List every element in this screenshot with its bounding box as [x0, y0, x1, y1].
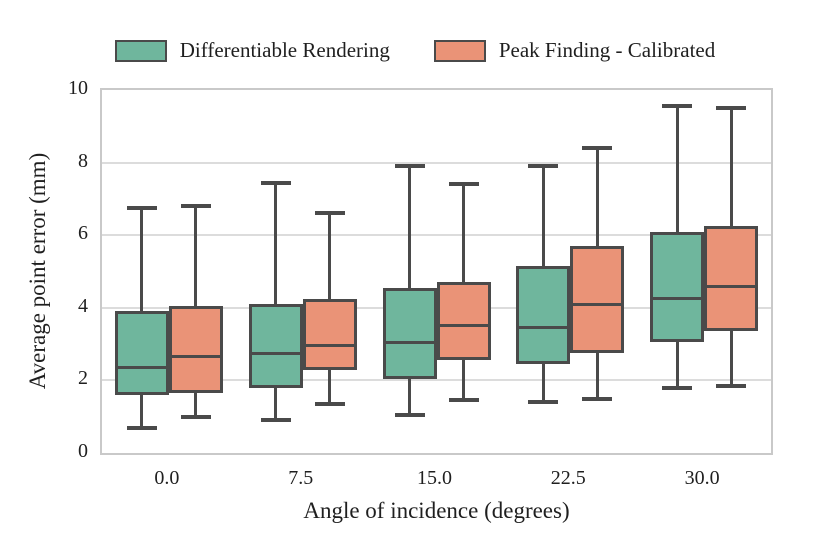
plot-area: [100, 88, 773, 455]
whisker-differentiable-rendering-7-5: [274, 182, 278, 421]
gridline-y-2: [102, 379, 771, 382]
box-peak-finding-calibrated-7-5: [302, 298, 357, 370]
gridline-y-6: [102, 234, 771, 237]
median-differentiable-rendering-15-0: [385, 340, 434, 344]
box-differentiable-rendering-7-5: [248, 304, 303, 388]
whisker-cap-top-peak-finding-calibrated-15-0: [448, 182, 479, 187]
legend-label: Peak Finding - Calibrated: [498, 38, 716, 62]
whisker-cap-bottom-peak-finding-calibrated-30-0: [716, 383, 747, 388]
legend-item-differentiable-rendering: Differentiable Rendering: [114, 38, 390, 63]
box-peak-finding-calibrated-0-0: [168, 305, 223, 394]
legend-swatch-icon: [433, 39, 486, 62]
y-tick-label: 4: [78, 294, 88, 317]
x-tick-label: 30.0: [684, 467, 720, 489]
whisker-cap-top-differentiable-rendering-7-5: [260, 180, 291, 185]
legend-item-peak-finding-calibrated: Peak Finding - Calibrated: [433, 38, 716, 63]
gridline-y-8: [102, 161, 771, 164]
whisker-cap-bottom-peak-finding-calibrated-22-5: [582, 396, 613, 401]
y-tick-label: 6: [78, 222, 88, 245]
legend-label: Differentiable Rendering: [179, 38, 390, 62]
whisker-cap-bottom-peak-finding-calibrated-15-0: [448, 398, 479, 403]
box-peak-finding-calibrated-22-5: [570, 246, 625, 354]
whisker-cap-top-differentiable-rendering-30-0: [662, 104, 693, 109]
x-tick-label: 22.5: [550, 467, 586, 489]
legend: Differentiable Rendering Peak Finding - C…: [0, 38, 830, 63]
x-tick-label: 7.5: [288, 467, 314, 489]
whisker-cap-bottom-differentiable-rendering-15-0: [394, 412, 425, 417]
median-differentiable-rendering-22-5: [519, 326, 568, 330]
median-peak-finding-calibrated-22-5: [573, 302, 622, 306]
y-tick-label: 2: [78, 367, 88, 390]
whisker-cap-bottom-differentiable-rendering-0-0: [126, 425, 157, 430]
whisker-cap-top-differentiable-rendering-22-5: [528, 164, 559, 169]
box-differentiable-rendering-15-0: [382, 287, 437, 379]
median-differentiable-rendering-30-0: [653, 297, 702, 301]
whisker-cap-bottom-peak-finding-calibrated-0-0: [180, 414, 211, 419]
y-tick-label: 10: [68, 77, 88, 99]
median-differentiable-rendering-7-5: [251, 351, 300, 355]
whisker-cap-bottom-peak-finding-calibrated-7-5: [314, 401, 345, 406]
y-tick-label: 8: [78, 149, 88, 172]
x-axis-title: Angle of incidence (degrees): [303, 498, 570, 523]
whisker-cap-top-peak-finding-calibrated-0-0: [180, 204, 211, 209]
x-tick-label: 0.0: [154, 467, 180, 489]
x-tick-label: 15.0: [417, 467, 452, 489]
whisker-cap-top-differentiable-rendering-0-0: [126, 205, 157, 210]
median-peak-finding-calibrated-7-5: [305, 344, 354, 348]
whisker-cap-bottom-differentiable-rendering-7-5: [260, 418, 291, 423]
median-differentiable-rendering-0-0: [117, 366, 166, 370]
median-peak-finding-calibrated-0-0: [171, 355, 220, 359]
y-tick-label: 0: [78, 440, 88, 462]
whisker-cap-top-differentiable-rendering-15-0: [394, 164, 425, 169]
whisker-cap-top-peak-finding-calibrated-7-5: [314, 211, 345, 216]
box-peak-finding-calibrated-30-0: [704, 226, 759, 332]
legend-swatch-icon: [114, 39, 167, 62]
box-differentiable-rendering-30-0: [650, 231, 705, 343]
box-peak-finding-calibrated-15-0: [436, 282, 491, 361]
whisker-cap-bottom-differentiable-rendering-30-0: [662, 385, 693, 390]
whisker-cap-bottom-differentiable-rendering-22-5: [528, 400, 559, 405]
whisker-cap-top-peak-finding-calibrated-30-0: [716, 106, 747, 111]
median-peak-finding-calibrated-30-0: [707, 284, 756, 288]
whisker-cap-top-peak-finding-calibrated-22-5: [582, 146, 613, 151]
box-differentiable-rendering-0-0: [114, 311, 169, 395]
box-differentiable-rendering-22-5: [516, 266, 571, 365]
median-peak-finding-calibrated-15-0: [439, 324, 488, 328]
